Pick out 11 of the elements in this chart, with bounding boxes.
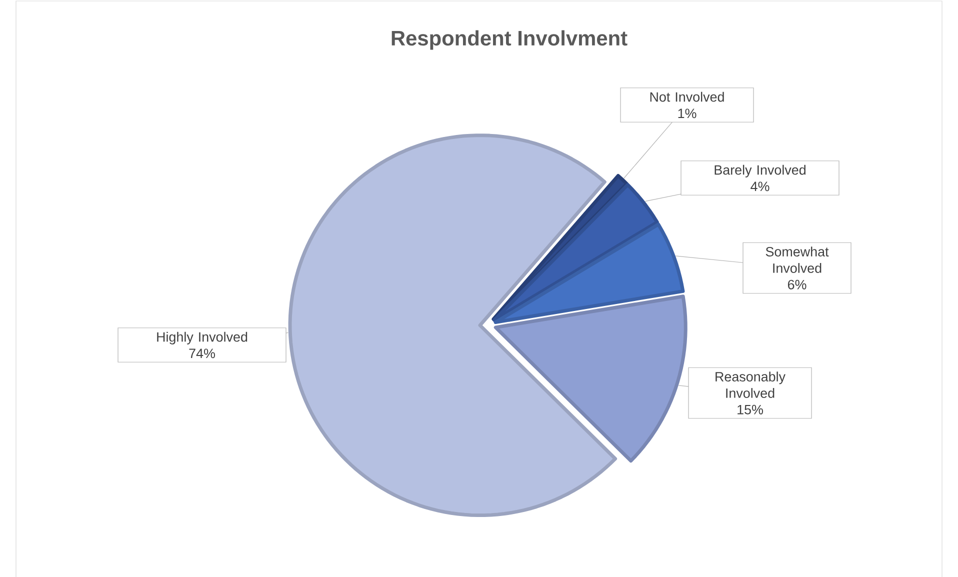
- data-label: 4%: [750, 182, 770, 191]
- slice-label: Barely Involved: [714, 164, 806, 178]
- data-label: 6%: [788, 280, 806, 290]
- data-label: 1%: [678, 108, 696, 118]
- chart-title: Respondent Involvment: [392, 30, 628, 50]
- slice-label: Highly Involved: [157, 332, 248, 344]
- data-label: 15%: [738, 404, 763, 414]
- slice-label: Somewhat Involved: [766, 246, 829, 273]
- slice-label: Reasonably Involved: [716, 371, 786, 398]
- slice-label: Not Involved: [650, 92, 724, 102]
- data-label: 74%: [189, 348, 215, 358]
